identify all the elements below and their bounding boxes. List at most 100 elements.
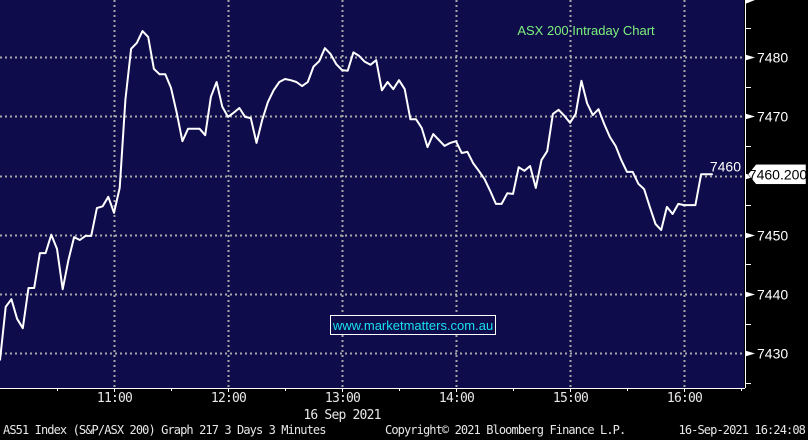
y-tick-label: 7480 xyxy=(757,50,788,66)
data-point xyxy=(455,140,457,142)
data-point xyxy=(153,68,155,70)
data-point xyxy=(301,85,303,87)
data-point xyxy=(170,87,172,89)
data-point xyxy=(415,118,417,120)
data-point xyxy=(16,318,18,320)
data-point xyxy=(181,140,183,142)
data-point xyxy=(284,78,286,80)
data-point xyxy=(216,81,218,83)
data-point xyxy=(33,287,35,289)
data-point xyxy=(273,89,275,91)
x-tick-label: 13:00 xyxy=(325,391,360,406)
data-point xyxy=(540,159,543,161)
data-point xyxy=(677,203,679,205)
y-tick-label: 7450 xyxy=(757,228,788,244)
data-point xyxy=(210,96,212,98)
data-point xyxy=(632,171,634,173)
data-point xyxy=(261,119,263,121)
data-point xyxy=(267,101,269,103)
data-point xyxy=(96,207,98,209)
data-point xyxy=(5,306,7,308)
data-point xyxy=(290,79,292,81)
data-point xyxy=(27,287,30,289)
data-point xyxy=(660,229,662,231)
data-point xyxy=(478,170,480,172)
y-tick-label: 7460 xyxy=(710,159,741,175)
data-point xyxy=(295,81,297,83)
data-point xyxy=(278,81,280,83)
data-point xyxy=(615,145,617,147)
data-point xyxy=(312,66,315,68)
data-point xyxy=(307,81,309,83)
last-value-text: 7460.200 xyxy=(749,166,808,182)
data-point xyxy=(39,252,41,254)
data-point xyxy=(512,193,514,195)
data-point xyxy=(62,288,64,290)
axes: 7430 7440 7450 7460 7470 7480 11:00 12:00 13:00 1… xyxy=(0,0,788,406)
y-tick-label: 7430 xyxy=(757,346,788,362)
watermark: www.marketmatters.com.au xyxy=(330,315,496,335)
data-point xyxy=(466,151,468,153)
data-point xyxy=(711,173,714,175)
data-point xyxy=(421,127,423,129)
data-point xyxy=(238,107,240,109)
data-point xyxy=(233,112,235,114)
footer-copyright: Copyright© 2021 Bloomberg Finance L.P. xyxy=(385,423,626,437)
last-value-label: 7460.200 xyxy=(747,164,808,185)
data-point xyxy=(358,55,360,57)
data-point xyxy=(558,109,560,111)
data-point xyxy=(666,206,668,208)
data-point xyxy=(523,170,526,172)
data-point xyxy=(444,145,446,147)
data-point xyxy=(73,236,75,238)
data-point xyxy=(130,48,132,50)
x-tick-label: 12:00 xyxy=(211,391,246,406)
data-point xyxy=(426,146,429,148)
watermark-text: www.marketmatters.com.au xyxy=(332,318,493,333)
data-point xyxy=(392,88,394,90)
y-tick-label: 7440 xyxy=(757,287,788,303)
data-point xyxy=(569,122,571,124)
data-point xyxy=(193,128,195,130)
data-point xyxy=(84,235,87,237)
data-point xyxy=(0,359,1,361)
data-point xyxy=(643,188,645,190)
data-point xyxy=(620,159,622,161)
data-point xyxy=(387,81,389,83)
data-point xyxy=(204,134,206,136)
data-point xyxy=(324,47,326,49)
data-point xyxy=(398,79,400,81)
x-tick-label: 16:00 xyxy=(667,391,702,406)
data-point xyxy=(689,204,691,206)
data-point xyxy=(250,117,252,119)
data-point xyxy=(603,123,605,125)
data-point xyxy=(597,108,600,110)
data-point xyxy=(375,59,377,61)
data-point xyxy=(67,259,69,261)
data-point xyxy=(438,139,440,141)
data-point xyxy=(136,42,138,44)
data-point xyxy=(381,89,383,91)
data-point xyxy=(352,51,354,54)
data-point xyxy=(45,252,47,254)
data-point xyxy=(318,60,320,62)
data-point xyxy=(518,166,520,168)
data-point xyxy=(119,187,121,189)
data-point xyxy=(546,150,548,152)
data-point xyxy=(330,53,332,55)
data-point xyxy=(255,142,258,144)
data-point xyxy=(706,173,708,175)
data-point xyxy=(552,113,554,115)
data-point xyxy=(79,239,81,241)
data-point xyxy=(244,116,246,118)
data-points xyxy=(0,30,714,361)
footer-security: AS51 Index (S&P/ASX 200) Graph 217 3 Day… xyxy=(3,423,326,437)
gridlines xyxy=(0,0,744,388)
data-point xyxy=(483,178,486,180)
data-point xyxy=(472,162,474,164)
data-point xyxy=(649,206,651,208)
data-point xyxy=(56,248,58,250)
data-point xyxy=(159,73,161,75)
y-tick-mark xyxy=(745,232,755,239)
chart: 7430 7440 7450 7460 7470 7480 11:00 12:00 13:00 1… xyxy=(0,0,808,422)
